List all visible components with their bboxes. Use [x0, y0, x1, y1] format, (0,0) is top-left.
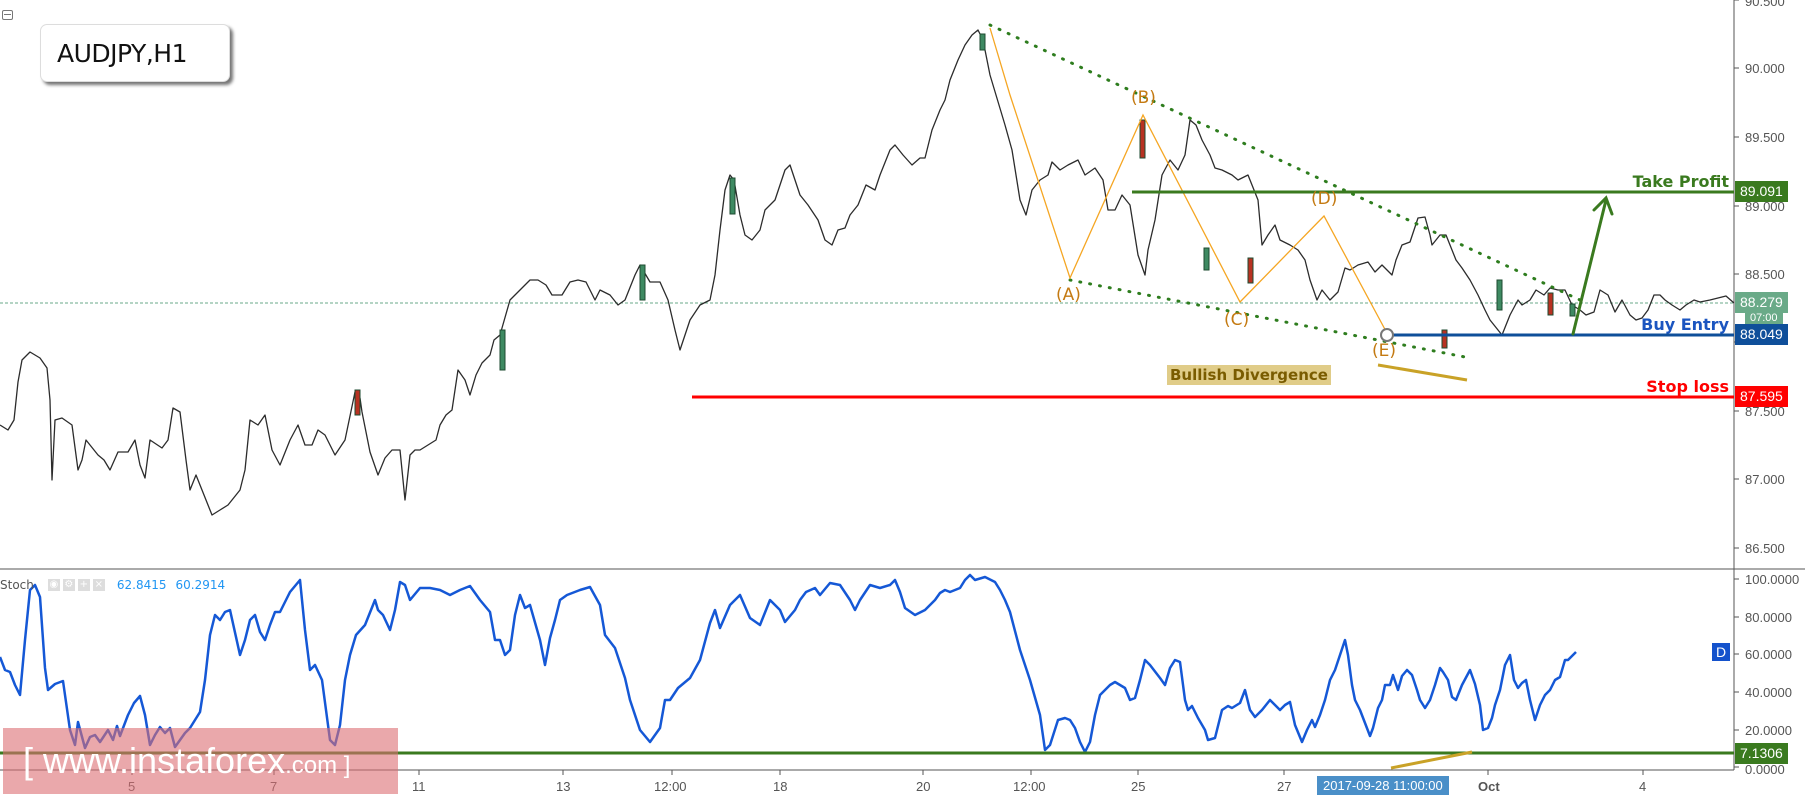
- time-tick: 4: [1639, 779, 1647, 794]
- watermark: [ www.instaforex.com ]: [3, 728, 398, 794]
- wave-label-e: (E): [1372, 341, 1397, 361]
- stoch-legend: Stoch ◉ ⚙ + × 62.8415 60.2914: [0, 577, 225, 593]
- stoch-d-value: 60.2914: [175, 578, 226, 592]
- stop-loss-label: Stop loss: [1646, 377, 1729, 396]
- crosshair-time-label: 2017-09-28 11:00:00: [1317, 776, 1449, 795]
- stop-loss-price-tag: 87.595: [1735, 386, 1788, 407]
- wave-label-d: (D): [1311, 189, 1338, 209]
- time-tick: 20: [916, 779, 931, 794]
- price-tick: 88.500: [1745, 267, 1785, 282]
- time-tick: Oct: [1478, 779, 1500, 794]
- bullish-divergence-label: Bullish Divergence: [1167, 365, 1331, 385]
- stoch-d-badge[interactable]: D: [1712, 643, 1730, 661]
- symbol-label-box: AUDJPY,H1: [40, 24, 230, 82]
- wave-label-b: (B): [1131, 88, 1156, 108]
- price-tick: 86.500: [1745, 541, 1785, 556]
- time-tick: 27: [1277, 779, 1292, 794]
- price-divergence-line: [1377, 363, 1468, 382]
- e-point-marker: [1380, 328, 1394, 342]
- collapse-pane-button[interactable]: [2, 10, 13, 20]
- price-tick: 87.000: [1745, 472, 1785, 487]
- price-tick: 87.500: [1745, 404, 1785, 419]
- wave-label-a: (A): [1056, 285, 1081, 305]
- take-profit-price-tag: 89.091: [1735, 181, 1788, 202]
- watermark-suffix: .com ]: [285, 752, 351, 779]
- stoch-divergence-line: [1390, 750, 1473, 770]
- stoch-level-tag: 7.1306: [1735, 743, 1788, 764]
- price-series: [0, 29, 1735, 516]
- time-tick: 12:00: [1013, 779, 1046, 794]
- time-tick: 18: [773, 779, 788, 794]
- gear-icon[interactable]: ⚙: [62, 579, 75, 591]
- stoch-tick: 80.0000: [1745, 610, 1792, 625]
- bar-countdown-tag: 07:00: [1745, 312, 1783, 324]
- stoch-tick: 60.0000: [1745, 647, 1792, 662]
- plus-icon[interactable]: +: [77, 579, 90, 591]
- eye-icon[interactable]: ◉: [47, 579, 60, 591]
- price-tick: 90.000: [1745, 61, 1785, 76]
- stoch-tick: 20.0000: [1745, 723, 1792, 738]
- target-arrow-icon: [1571, 195, 1614, 336]
- last-price-tag: 88.279: [1735, 292, 1788, 313]
- time-tick: 12:00: [654, 779, 687, 794]
- stoch-name: Stoch: [0, 578, 34, 592]
- upper-wedge-line: [988, 23, 1582, 302]
- buy-entry-label: Buy Entry: [1641, 315, 1729, 334]
- stoch-line: [0, 573, 1577, 754]
- wave-label-c: (C): [1224, 310, 1250, 330]
- price-axis-ticks: [1734, 0, 1739, 768]
- time-tick: 13: [556, 779, 571, 794]
- stoch-tick: 0.0000: [1745, 762, 1785, 777]
- price-tick: 89.000: [1745, 199, 1785, 214]
- close-icon[interactable]: ×: [92, 579, 105, 591]
- stoch-tick: 40.0000: [1745, 685, 1792, 700]
- stoch-tick: 100.0000: [1745, 572, 1800, 587]
- lower-wedge-line: [1068, 278, 1467, 359]
- stoch-k-value: 62.8415: [116, 578, 167, 592]
- take-profit-label: Take Profit: [1632, 172, 1729, 191]
- time-tick: 25: [1131, 779, 1146, 794]
- buy-entry-price-tag: 88.049: [1735, 324, 1788, 345]
- time-tick: 11: [412, 779, 426, 794]
- candles: [354, 33, 1576, 416]
- abcde-wave: [989, 27, 1389, 336]
- symbol-label: AUDJPY,H1: [57, 39, 187, 68]
- watermark-text: [ www.instaforex: [23, 740, 286, 781]
- price-tick: 90.500: [1745, 0, 1785, 9]
- price-tick: 89.500: [1745, 130, 1785, 145]
